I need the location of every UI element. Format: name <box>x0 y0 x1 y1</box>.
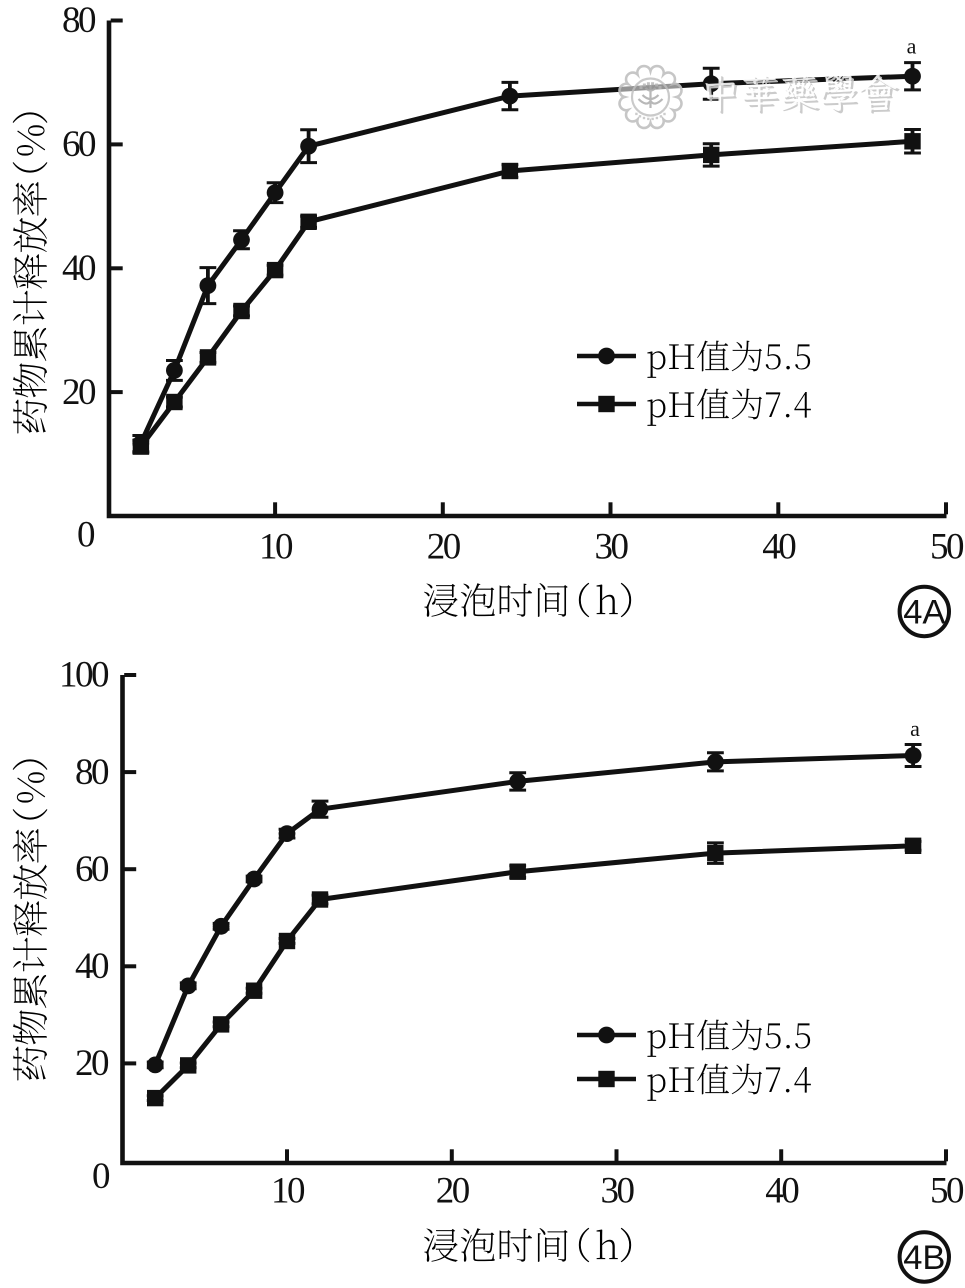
svg-text:a: a <box>910 716 920 741</box>
svg-text:40: 40 <box>62 248 96 289</box>
svg-text:30: 30 <box>601 1171 635 1212</box>
svg-text:4A: 4A <box>903 594 945 632</box>
svg-text:10: 10 <box>259 527 293 568</box>
svg-text:50: 50 <box>930 527 964 568</box>
svg-text:40: 40 <box>75 946 109 987</box>
svg-text:30: 30 <box>595 527 629 568</box>
svg-text:60: 60 <box>62 124 96 165</box>
svg-text:80: 80 <box>75 752 109 793</box>
svg-text:20: 20 <box>62 372 96 413</box>
svg-text:0: 0 <box>92 1156 110 1197</box>
svg-text:60: 60 <box>75 849 109 890</box>
svg-text:a: a <box>907 34 917 59</box>
svg-text:80: 80 <box>62 0 96 41</box>
svg-text:20: 20 <box>427 527 461 568</box>
svg-text:50: 50 <box>930 1171 964 1212</box>
svg-text:0: 0 <box>77 514 95 555</box>
svg-text:40: 40 <box>765 1171 799 1212</box>
svg-text:100: 100 <box>59 655 109 696</box>
svg-text:20: 20 <box>436 1171 470 1212</box>
svg-text:10: 10 <box>271 1171 305 1212</box>
svg-text:40: 40 <box>762 527 796 568</box>
svg-text:20: 20 <box>75 1043 109 1084</box>
svg-text:4B: 4B <box>903 1239 945 1277</box>
